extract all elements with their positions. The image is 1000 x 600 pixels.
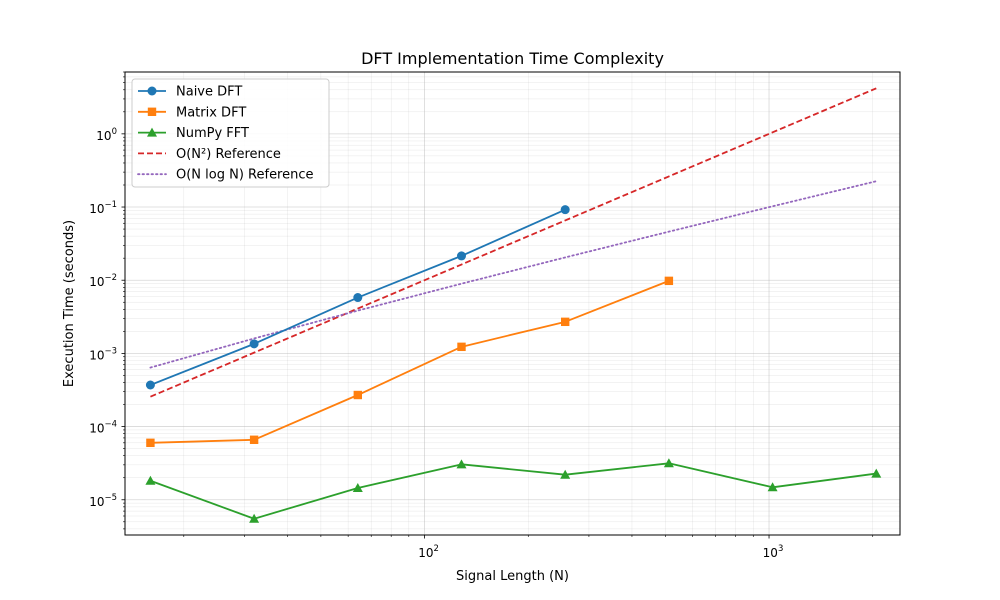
- axis-ticks: [121, 71, 874, 539]
- data-point: [560, 317, 570, 327]
- tick-labels: 10−5 10−4 10−3 10−2 10−1 100 102 103: [89, 127, 783, 560]
- series-line-3: [150, 87, 877, 398]
- data-point: [249, 435, 259, 444]
- legend-label-1: Matrix DFT: [176, 105, 246, 120]
- data-point: [456, 459, 467, 469]
- data-point: [456, 251, 466, 261]
- x-axis-label: Signal Length (N): [456, 569, 569, 584]
- y-tick-label: 10−3: [89, 346, 117, 362]
- legend-box: [131, 78, 330, 188]
- data-point: [663, 458, 674, 468]
- data-point: [352, 482, 363, 492]
- legend: Naive DFT Matrix DFT NumPy FFT O(N²) Refere…: [131, 78, 330, 188]
- y-tick-label: 10−4: [89, 420, 117, 436]
- legend-label-4: O(N log N) Reference: [176, 168, 314, 183]
- y-tick-label: 10−5: [89, 493, 117, 509]
- legend-label-3: O(N²) Reference: [176, 147, 281, 162]
- data-point: [353, 390, 363, 400]
- data-point: [249, 339, 259, 349]
- data-point: [457, 342, 466, 352]
- data-point: [249, 513, 260, 523]
- legend-label-0: Naive DFT: [176, 85, 242, 100]
- series-line-4: [149, 180, 878, 369]
- x-tick-label: 102: [418, 544, 439, 560]
- legend-marker-2: [147, 127, 157, 137]
- data-point: [560, 469, 571, 479]
- y-tick-label: 10−1: [89, 200, 117, 216]
- reference-lines: [149, 87, 878, 398]
- data-point: [664, 276, 674, 286]
- y-tick-label: 10−2: [89, 273, 117, 289]
- data-point: [145, 475, 156, 485]
- y-axis-label: Execution Time (seconds): [62, 220, 77, 387]
- legend-label-2: NumPy FFT: [176, 126, 249, 141]
- data-point: [871, 468, 882, 478]
- series-line-1: [150, 280, 670, 444]
- data-point: [560, 205, 570, 215]
- data-point: [767, 482, 778, 492]
- data-point: [146, 438, 155, 448]
- data-point: [145, 380, 155, 390]
- y-tick-label: 100: [96, 127, 117, 143]
- series-line-2: [150, 462, 877, 520]
- legend-marker-1: [147, 107, 157, 116]
- plot-frame: [124, 71, 901, 536]
- data-point: [353, 293, 363, 303]
- series-markers: [145, 205, 882, 523]
- legend-marker-0: [147, 86, 157, 96]
- x-tick-label: 103: [763, 544, 784, 560]
- chart-title: DFT Implementation Time Complexity: [361, 49, 664, 68]
